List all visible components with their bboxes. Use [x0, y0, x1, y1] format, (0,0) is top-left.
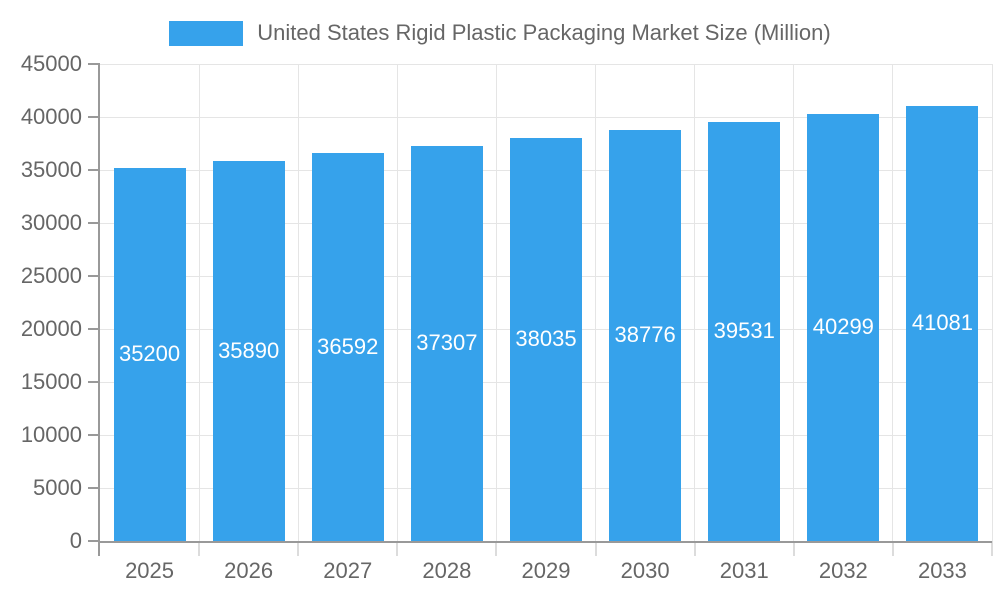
- y-axis-tick: [88, 63, 100, 65]
- grid-line-h: [100, 63, 992, 65]
- bar[interactable]: [510, 137, 582, 541]
- x-tick-label: 2030: [620, 558, 670, 583]
- grid-line-v: [694, 64, 696, 541]
- x-axis-tick: [792, 541, 795, 556]
- bar[interactable]: [113, 167, 186, 541]
- bar-value-label: 40299: [812, 314, 874, 340]
- y-tick-label: 0: [69, 528, 82, 553]
- bar[interactable]: [807, 113, 880, 541]
- grid-line-v: [297, 64, 299, 541]
- grid-line-v: [991, 64, 993, 541]
- x-axis-tick: [198, 541, 201, 556]
- y-tick-label: 10000: [20, 422, 82, 447]
- x-tick-label: 2027: [323, 558, 373, 583]
- x-axis-tick: [495, 541, 498, 556]
- legend-item[interactable]: United States Rigid Plastic Packaging Ma…: [0, 20, 1000, 46]
- bar-value-label: 39531: [713, 318, 775, 344]
- bar[interactable]: [311, 153, 384, 541]
- y-tick-label: 45000: [20, 51, 82, 76]
- bar[interactable]: [212, 160, 285, 541]
- y-axis-tick: [88, 434, 100, 436]
- x-tick-label: 2026: [224, 558, 274, 583]
- x-tick-label: 2033: [917, 558, 967, 583]
- bar-value-label: 38035: [515, 326, 577, 352]
- x-tick-label: 2029: [521, 558, 571, 583]
- x-axis-tick: [991, 541, 993, 556]
- bar-value-label: 35890: [218, 337, 280, 363]
- y-tick-label: 25000: [20, 263, 82, 288]
- grid-line-v: [595, 64, 597, 541]
- bar-value-label: 41081: [911, 310, 974, 336]
- y-tick-label: 40000: [20, 104, 82, 129]
- x-axis-tick: [297, 541, 300, 556]
- bar[interactable]: [708, 121, 781, 541]
- y-tick-label: 30000: [20, 210, 82, 235]
- y-axis-tick: [88, 328, 100, 330]
- x-axis-tick: [594, 541, 597, 556]
- bar-value-label: 36592: [317, 334, 379, 360]
- bar-value-label: 35200: [118, 341, 181, 367]
- x-axis-tick: [891, 541, 894, 556]
- grid-line-v: [892, 64, 894, 541]
- y-axis-tick: [88, 116, 100, 118]
- y-axis-line: [98, 64, 100, 556]
- y-axis-tick: [88, 381, 100, 383]
- bar-value-label: 38776: [614, 322, 676, 348]
- y-axis-tick: [88, 169, 100, 171]
- x-tick-label: 2032: [818, 558, 868, 583]
- x-axis-line: [100, 541, 992, 543]
- x-tick-label: 2031: [719, 558, 769, 583]
- x-tick-label: 2028: [422, 558, 472, 583]
- x-axis-tick: [693, 541, 696, 556]
- grid-line-v: [198, 64, 200, 541]
- grid-line-v: [793, 64, 795, 541]
- y-tick-label: 5000: [33, 475, 82, 500]
- x-axis-tick: [396, 541, 399, 556]
- y-axis-tick: [88, 487, 100, 489]
- y-tick-label: 15000: [20, 369, 82, 394]
- bar[interactable]: [906, 105, 979, 541]
- grid-line-h: [100, 116, 992, 118]
- y-axis-tick: [88, 222, 100, 224]
- grid-line-v: [495, 64, 497, 541]
- legend-swatch: [169, 20, 244, 46]
- legend-label: United States Rigid Plastic Packaging Ma…: [257, 20, 831, 45]
- bar[interactable]: [609, 129, 682, 541]
- grid-line-v: [396, 64, 398, 541]
- y-axis-tick: [88, 275, 100, 277]
- x-tick-label: 2025: [125, 558, 175, 583]
- y-tick-label: 35000: [20, 157, 82, 182]
- y-axis-tick: [88, 540, 100, 542]
- bar-value-label: 37307: [416, 330, 478, 356]
- bar[interactable]: [410, 145, 483, 541]
- y-tick-label: 20000: [20, 316, 82, 341]
